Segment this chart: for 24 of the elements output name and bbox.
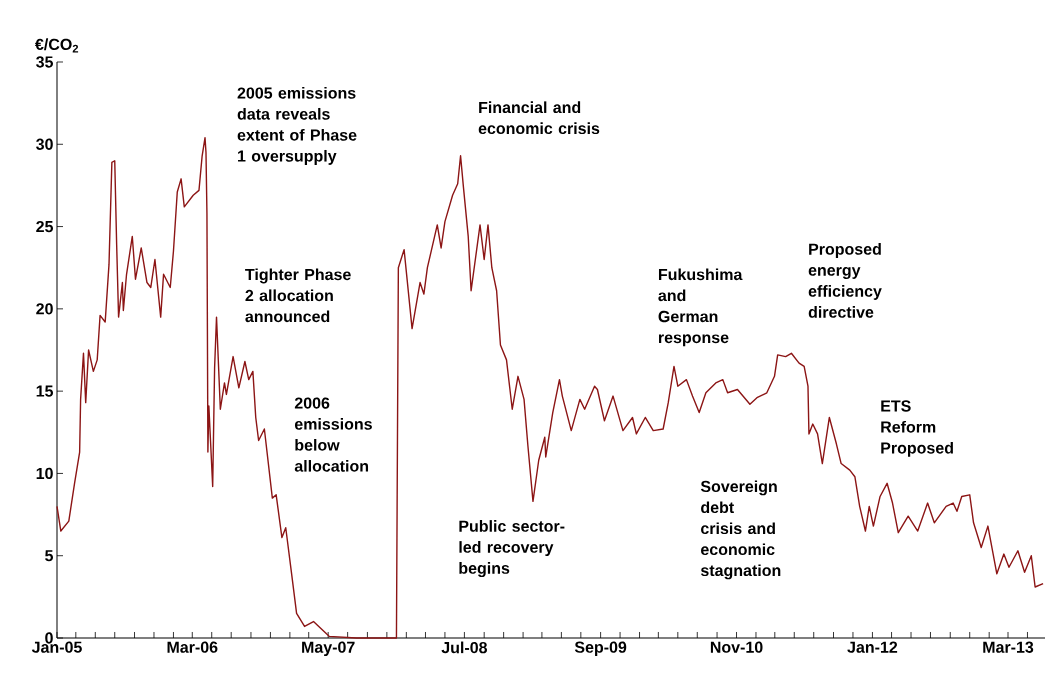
annotation: 2005 emissions data reveals extent of Phase 1 oversupply [237,86,357,165]
annotation: Tighter Phase 2 allocation announced [245,268,351,323]
annotation: ETS Reform Proposed [881,400,953,457]
annotation: 2006 emissions below allocation [294,397,372,472]
annotation: Proposed energy efficiency directive [808,243,882,318]
x-tick-label: Sep-09 [574,641,627,657]
y-tick-label: 25 [36,220,54,233]
x-tick-label: Jul-08 [441,641,488,654]
y-tick-label: 5 [45,550,54,562]
annotation: Financial and economic crisis [478,101,600,135]
x-tick-label: Jan-12 [847,641,898,653]
annotation: Public sector-led recovery begins [459,520,565,578]
x-tick-label: Mar-06 [167,641,218,653]
x-tick-label: May-07 [302,641,355,657]
y-axis-title: €/CO$_{2}$ [35,38,79,53]
y-tick-label: 35 [36,56,54,68]
annotation: Fukushima and German response [658,268,743,347]
x-tick-label: Nov-10 [710,641,763,653]
x-tick-label: Mar-13 [983,641,1034,653]
y-tick-label: 30 [36,138,53,150]
y-tick-label: 10 [36,467,53,480]
y-tick-label: 20 [36,303,53,315]
annotation: Sovereign debt crisis and economic stagnation [700,480,781,580]
y-tick-label: 15 [36,385,54,397]
